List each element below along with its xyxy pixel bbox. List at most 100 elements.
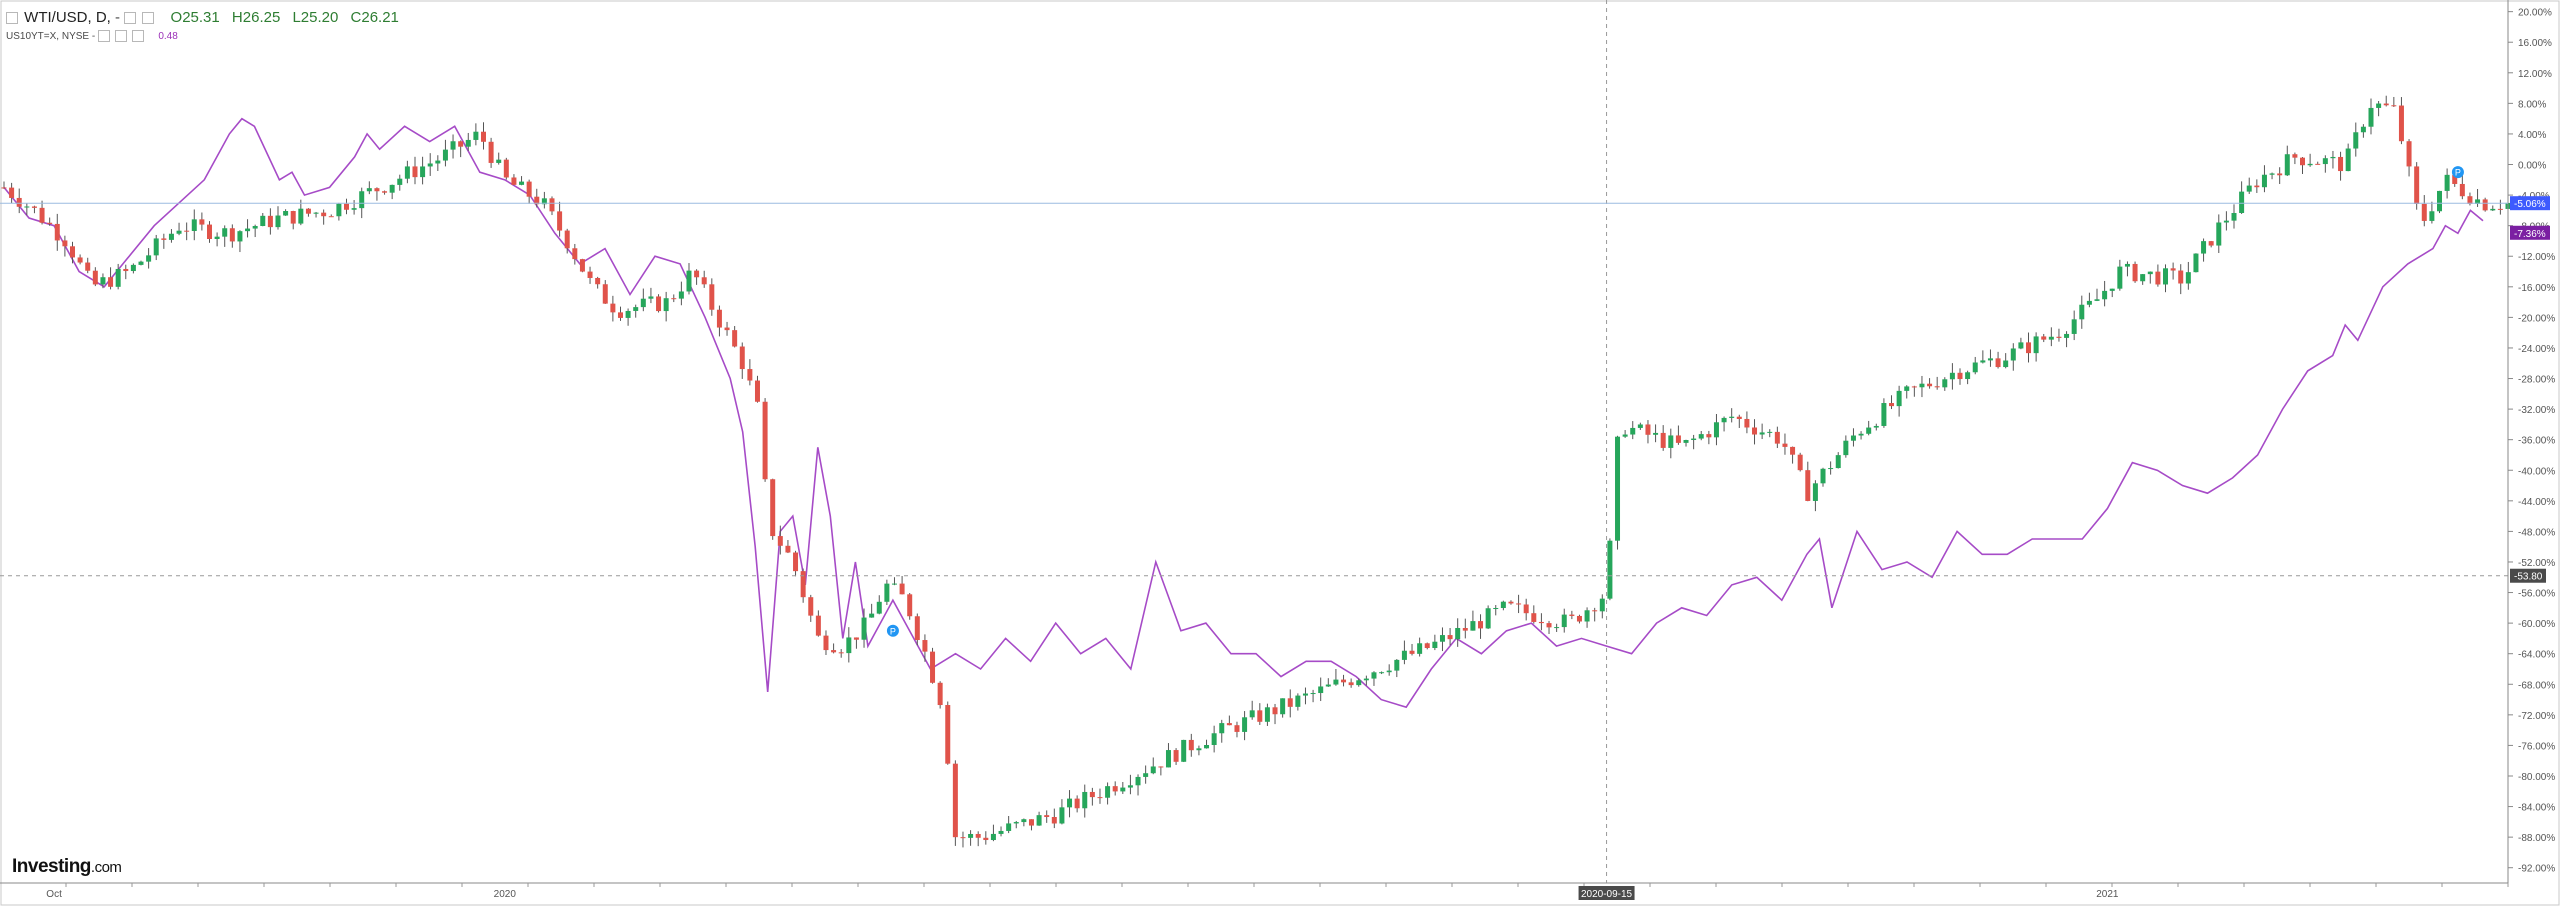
symbol-menu[interactable]: - (115, 9, 121, 26)
candle-body (1310, 693, 1316, 695)
candle-body (2132, 263, 2138, 282)
candle (199, 212, 205, 231)
candle (2056, 328, 2062, 342)
candle (2010, 343, 2016, 371)
candle-body (1774, 431, 1780, 444)
candle (404, 160, 410, 184)
candle (975, 831, 981, 847)
candle-body (1934, 386, 1940, 388)
candle-body (1736, 416, 1742, 419)
candle-body (2284, 154, 2290, 176)
candle-body (2216, 222, 2222, 246)
candle-body (275, 215, 281, 228)
candle-body (1341, 679, 1347, 683)
overlay-menu[interactable]: - (91, 31, 96, 42)
close-value: C26.21 (350, 9, 399, 26)
candle-body (1067, 798, 1073, 808)
candle (267, 208, 273, 235)
candle (2277, 167, 2283, 184)
candle (1059, 799, 1065, 825)
overlay-settings-icon[interactable] (114, 30, 127, 43)
candle (1554, 623, 1560, 632)
candle-body (1782, 443, 1788, 447)
collapse-icon[interactable] (6, 12, 18, 25)
settings-icon[interactable] (142, 12, 155, 25)
chart-legend: WTI/USD, D, - O25.31 H26.25 L25.20 C26.2… (6, 8, 407, 44)
candle-body (412, 166, 418, 178)
y-tick-label: -16.00% (2518, 283, 2555, 294)
candle-body (92, 270, 98, 285)
candle (1797, 452, 1803, 472)
candle-body (1995, 358, 2001, 368)
candle-body (770, 479, 776, 537)
candle-body (2048, 336, 2054, 340)
candle (1295, 693, 1301, 711)
candle-body (85, 262, 91, 271)
candle (1028, 819, 1034, 831)
candle (2216, 214, 2222, 253)
candle (351, 200, 357, 215)
eye-icon[interactable] (124, 12, 137, 25)
candle (656, 294, 662, 313)
candle-body (503, 159, 509, 178)
candle (450, 134, 456, 159)
candle-body (321, 212, 327, 217)
candle-body (366, 188, 372, 192)
candle-body (1911, 386, 1917, 388)
candle (2086, 292, 2092, 308)
overlay-eye-icon[interactable] (98, 30, 110, 43)
candle (564, 228, 570, 254)
candle-body (69, 246, 75, 258)
candle (1965, 370, 1971, 385)
candle (305, 208, 311, 217)
candle (1348, 678, 1354, 688)
candle (610, 295, 616, 322)
candle-body (823, 635, 829, 651)
candle (1439, 627, 1445, 652)
overlay-symbol-label[interactable]: US10YT=X, NYSE (6, 31, 90, 42)
candle-body (1889, 403, 1895, 407)
candle (1843, 435, 1849, 458)
candle-body (724, 327, 730, 331)
candle-body (1516, 603, 1522, 605)
candle-body (1835, 455, 1841, 469)
low-value: L25.20 (292, 9, 339, 26)
candle (2398, 97, 2404, 145)
event-marker-icon (2451, 166, 2464, 179)
candle-body (617, 312, 623, 318)
y-tick-label: -36.00% (2518, 436, 2555, 447)
candle (290, 210, 296, 230)
candle-body (2315, 163, 2321, 165)
candle-body (891, 583, 897, 585)
candle-body (1904, 386, 1910, 391)
candle-body (899, 583, 905, 595)
candle-body (1013, 822, 1019, 824)
candle (2330, 150, 2336, 169)
candle-body (1759, 432, 1765, 435)
candle-body (1417, 643, 1423, 654)
candle-body (754, 380, 760, 402)
candle-body (1698, 434, 1704, 439)
candle (2261, 165, 2267, 193)
candle (1949, 363, 1955, 390)
candle (1858, 431, 1864, 440)
candle-body (1653, 432, 1659, 435)
overlay-close-icon[interactable] (131, 30, 144, 43)
candle-body (1439, 635, 1445, 642)
symbol-label[interactable]: WTI/USD, D, (24, 9, 111, 26)
candle (2170, 262, 2176, 280)
candle (191, 209, 197, 241)
candle-body (1478, 621, 1484, 629)
candle (92, 267, 98, 287)
candle-body (2140, 274, 2146, 282)
candle-body (869, 613, 875, 618)
y-tick-label: -76.00% (2518, 741, 2555, 752)
candle-body (1348, 682, 1354, 686)
candle-body (1287, 698, 1293, 707)
candle-body (663, 298, 669, 312)
candle-body (511, 177, 517, 185)
candle (115, 263, 121, 290)
candle-body (1333, 679, 1339, 685)
